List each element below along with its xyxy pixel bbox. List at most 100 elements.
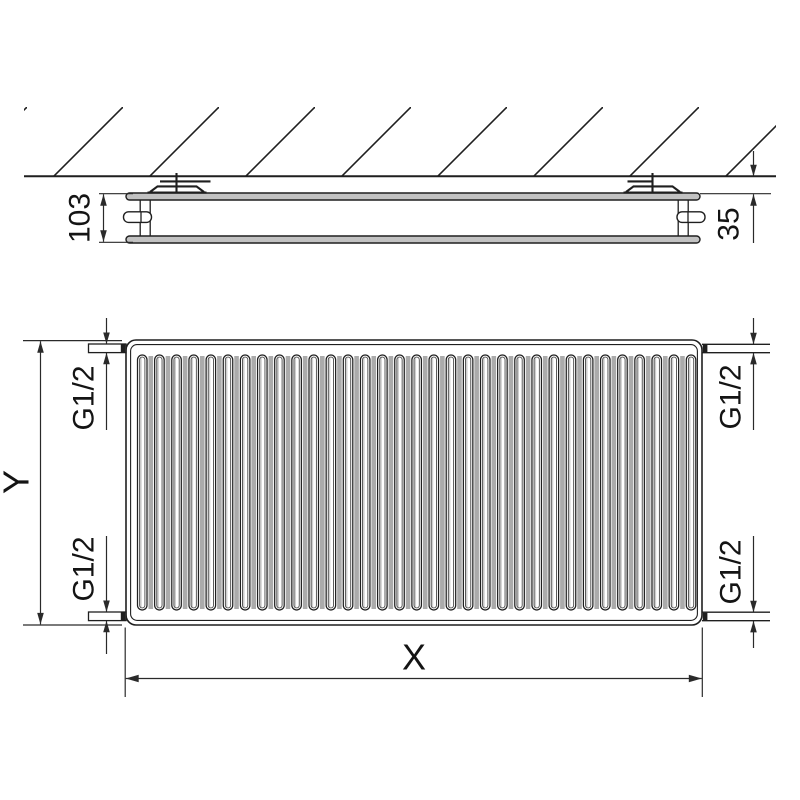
radiator-body-inner-border xyxy=(130,344,698,621)
convector-slot xyxy=(634,354,645,611)
bracket-left-clamp xyxy=(147,185,207,194)
side-view: 103 35 xyxy=(24,107,776,244)
arrowhead-down xyxy=(750,164,757,177)
convector-slot xyxy=(222,354,234,611)
convector-slot xyxy=(376,354,388,611)
convector-slot xyxy=(599,354,611,611)
convector-slot-inner xyxy=(602,356,609,609)
convector-slot-inner xyxy=(139,356,146,609)
slot-inner-shade xyxy=(414,358,417,607)
panel-groove-shade xyxy=(354,356,359,609)
convector-slot-inner xyxy=(173,356,180,609)
convector-slot xyxy=(514,354,525,611)
bracket-right xyxy=(623,173,683,194)
stub-bottom-left-cap xyxy=(120,612,126,621)
slot-inner-shade xyxy=(585,358,588,607)
convector-slot xyxy=(479,354,491,611)
arrowhead-up xyxy=(103,352,110,365)
convector-slot xyxy=(565,354,577,611)
convector-slot-inner xyxy=(276,356,283,609)
radiator-top-view xyxy=(122,192,706,244)
convector-slot-inner xyxy=(447,356,455,609)
dimension-connection-top-right: G1/2 xyxy=(715,318,757,430)
dimension-depth: 103 xyxy=(64,193,133,243)
slot-inner-shade xyxy=(671,358,674,607)
convector-slot-inner xyxy=(242,356,249,609)
panel-groove-shade xyxy=(405,356,411,609)
convector-slot-inner xyxy=(585,356,592,609)
bracket-right-clamp xyxy=(623,185,683,194)
width-dimension-label: X xyxy=(402,637,426,678)
arrowhead-up xyxy=(750,352,757,365)
convector-slot xyxy=(685,354,697,611)
convector-slot xyxy=(411,354,423,611)
panel-groove-shade xyxy=(508,356,514,609)
panel-groove-shade xyxy=(577,356,582,609)
dimension-width-x: X xyxy=(124,627,703,697)
arrowhead-down xyxy=(103,600,110,612)
arrowhead-down xyxy=(100,230,107,242)
convector-slot xyxy=(188,354,200,611)
convector-slot-inner xyxy=(687,356,695,609)
convector-slot-inner xyxy=(430,356,437,609)
convector-slot xyxy=(342,354,354,611)
arrowhead-right xyxy=(688,674,702,683)
convector-slot-inner xyxy=(259,356,266,609)
stub-top-right-cap xyxy=(702,344,708,353)
arrowhead-down xyxy=(37,612,44,625)
convector-slot xyxy=(445,354,457,611)
convector-slot-inner xyxy=(619,356,626,609)
arrowhead-down xyxy=(103,332,110,344)
slot-inner-shade xyxy=(568,358,571,607)
convector-slot xyxy=(359,354,371,611)
convector-slot-inner xyxy=(362,356,369,609)
convector-slot-inner xyxy=(670,356,678,609)
wall-section xyxy=(24,107,776,178)
panel-groove-shade xyxy=(422,356,428,609)
panel-groove-shade xyxy=(285,356,291,609)
slot-inner-shade xyxy=(191,358,194,607)
bracket-left xyxy=(147,173,211,194)
panel-groove-shade xyxy=(663,356,668,609)
convector-slot-inner xyxy=(516,356,523,609)
slot-inner-shade xyxy=(465,358,468,607)
convector-slot-inner xyxy=(550,356,557,609)
convector-slot xyxy=(256,354,268,611)
connection-nipple-right xyxy=(676,211,706,224)
height-dimension-label: Y xyxy=(0,470,37,494)
slot-inner-shade xyxy=(156,358,159,607)
convector-slot-inner xyxy=(344,356,352,609)
convector-slot-inner xyxy=(567,356,575,609)
convector-slot-inner xyxy=(636,356,643,609)
convector-slot xyxy=(205,354,217,611)
convector-slot xyxy=(308,354,320,611)
arrowhead-up xyxy=(37,341,44,353)
arrowhead-down xyxy=(750,332,757,345)
stub-bottom-left xyxy=(87,611,127,622)
panel-groove-shade xyxy=(560,356,565,609)
convector-slot xyxy=(651,354,663,611)
connection-label-top-left: G1/2 xyxy=(68,365,101,430)
panel-groove-shade xyxy=(440,356,445,609)
connection-nipple-left xyxy=(122,211,153,224)
convector-slot-inner xyxy=(224,356,232,609)
dimension-connection-bottom-right: G1/2 xyxy=(715,536,757,648)
slot-inner-shade xyxy=(551,358,554,607)
panel-groove-shade xyxy=(199,356,205,609)
panel-groove-shade xyxy=(611,356,617,609)
convector-slot-inner xyxy=(156,356,163,609)
convector-slot-inner xyxy=(327,356,335,609)
convector-slot xyxy=(136,354,148,611)
slot-inner-shade xyxy=(448,358,451,607)
panel-groove-shade xyxy=(594,356,599,609)
convector-slot xyxy=(171,354,182,611)
slot-inner-shade xyxy=(619,358,622,607)
panel-groove-shade xyxy=(320,356,325,609)
slot-inner-shade xyxy=(534,358,537,607)
connection-label-top-right: G1/2 xyxy=(715,364,748,429)
convector-slot xyxy=(239,354,251,611)
connection-stubs xyxy=(87,343,770,622)
slot-inner-shade xyxy=(139,358,142,607)
panel-groove-shade xyxy=(302,356,308,609)
